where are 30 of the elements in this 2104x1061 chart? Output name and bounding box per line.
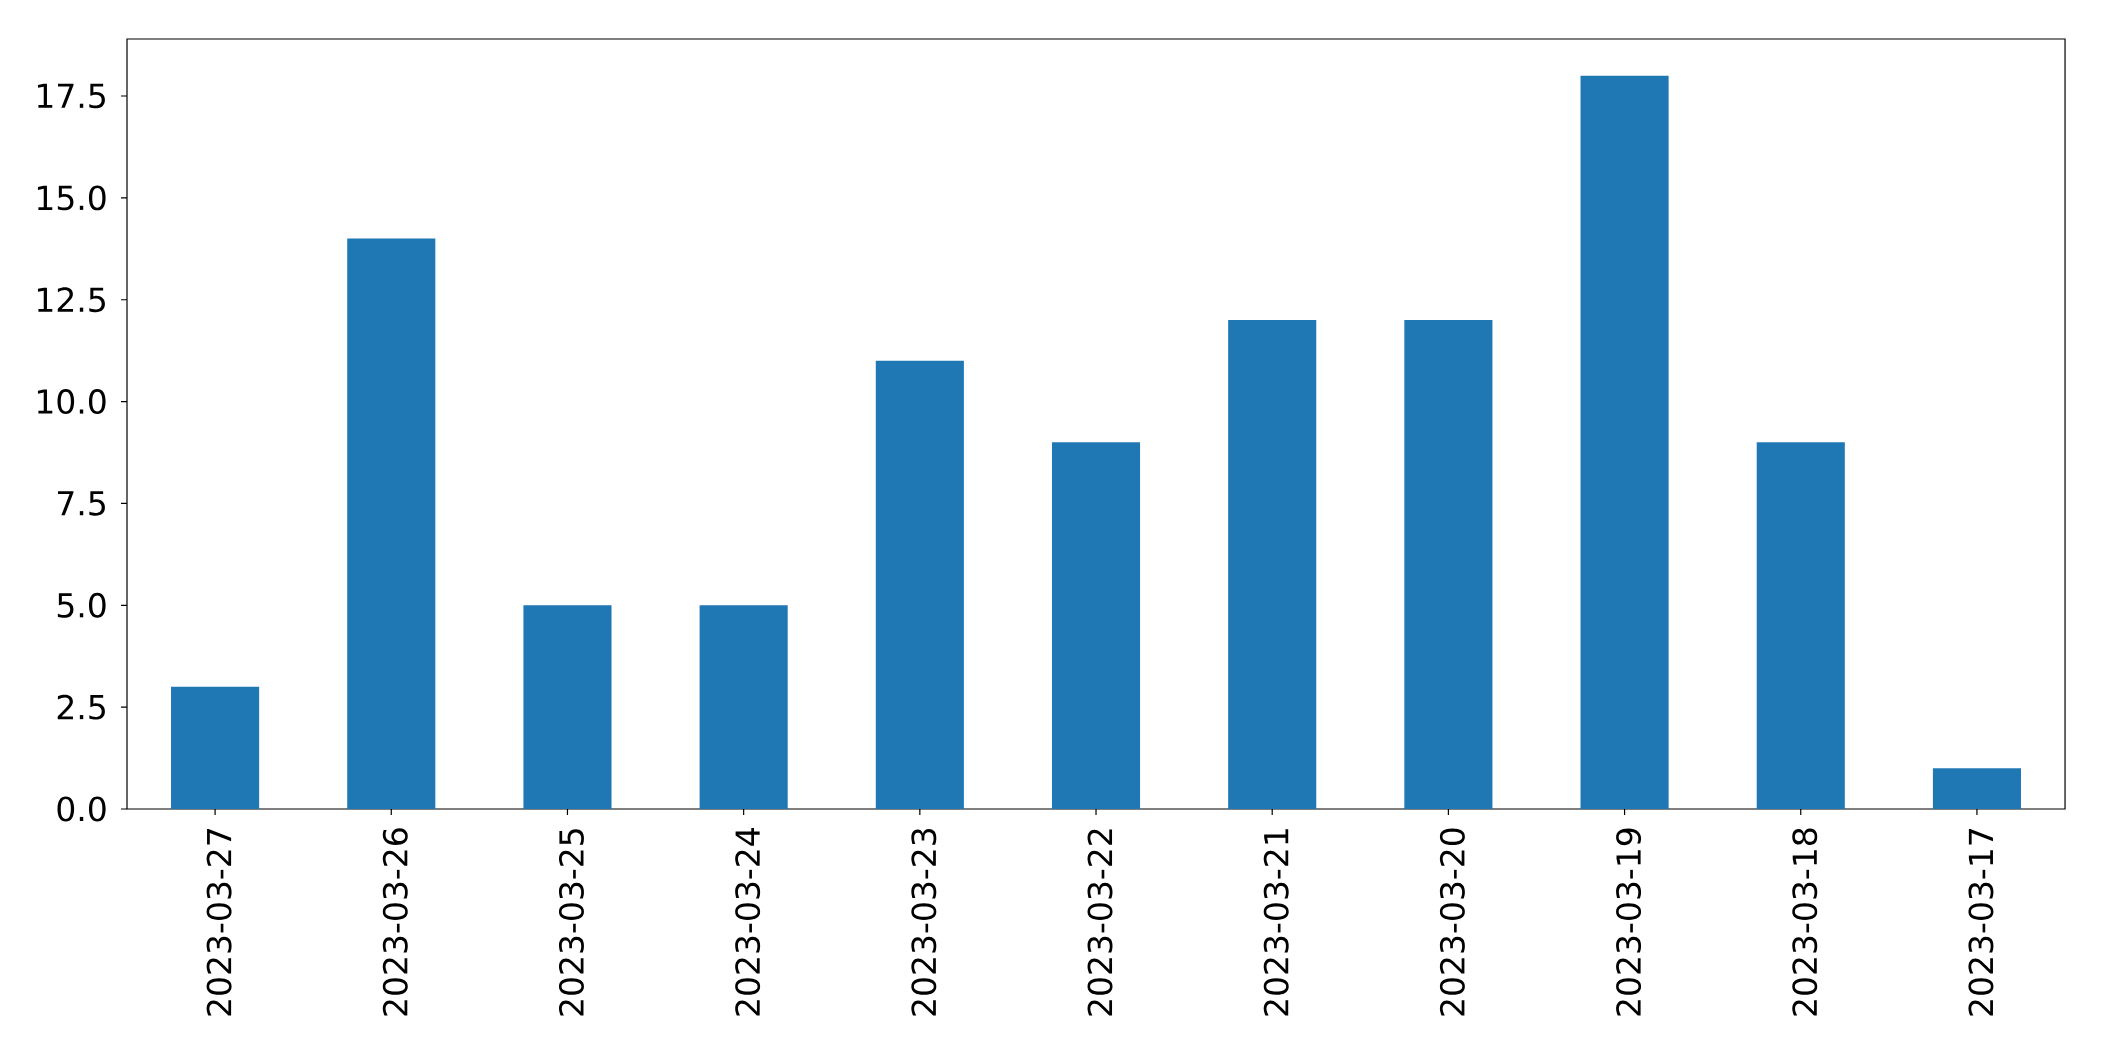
bar xyxy=(1404,320,1493,809)
x-tick-label: 2023-03-27 xyxy=(206,829,232,1016)
y-tick-label: 12.5 xyxy=(37,287,105,313)
x-tick-label: 2023-03-22 xyxy=(1087,829,1113,1016)
x-tick-label: 2023-03-24 xyxy=(735,828,761,1016)
x-tick-label: 2023-03-17 xyxy=(1968,829,1994,1016)
x-tick-label: 2023-03-21 xyxy=(1263,829,1289,1016)
y-tick-label: 5.0 xyxy=(57,592,106,618)
y-tick-label: 0.0 xyxy=(57,796,106,822)
bar xyxy=(1051,442,1141,809)
y-tick-label: 10.0 xyxy=(37,389,106,415)
bar xyxy=(171,686,260,809)
bar xyxy=(699,605,788,809)
y-tick-label: 15.0 xyxy=(37,185,106,211)
x-tick-label: 2023-03-23 xyxy=(911,828,937,1016)
x-tick-label: 2023-03-26 xyxy=(382,828,408,1016)
bar xyxy=(1228,320,1317,809)
y-tick-label: 17.5 xyxy=(37,83,105,109)
x-tick-label: 2023-03-25 xyxy=(558,829,584,1016)
bar xyxy=(875,360,964,809)
bar xyxy=(1756,442,1845,809)
bar xyxy=(523,605,612,809)
x-tick-label: 2023-03-18 xyxy=(1792,828,1818,1016)
bar xyxy=(347,238,436,809)
y-tick-label: 2.5 xyxy=(57,694,105,720)
y-tick-label: 7.5 xyxy=(58,491,105,516)
x-tick-label: 2023-03-20 xyxy=(1439,828,1465,1016)
bar xyxy=(1932,768,2021,809)
x-tick-label: 2023-03-19 xyxy=(1616,828,1642,1016)
bar xyxy=(1580,75,1669,809)
